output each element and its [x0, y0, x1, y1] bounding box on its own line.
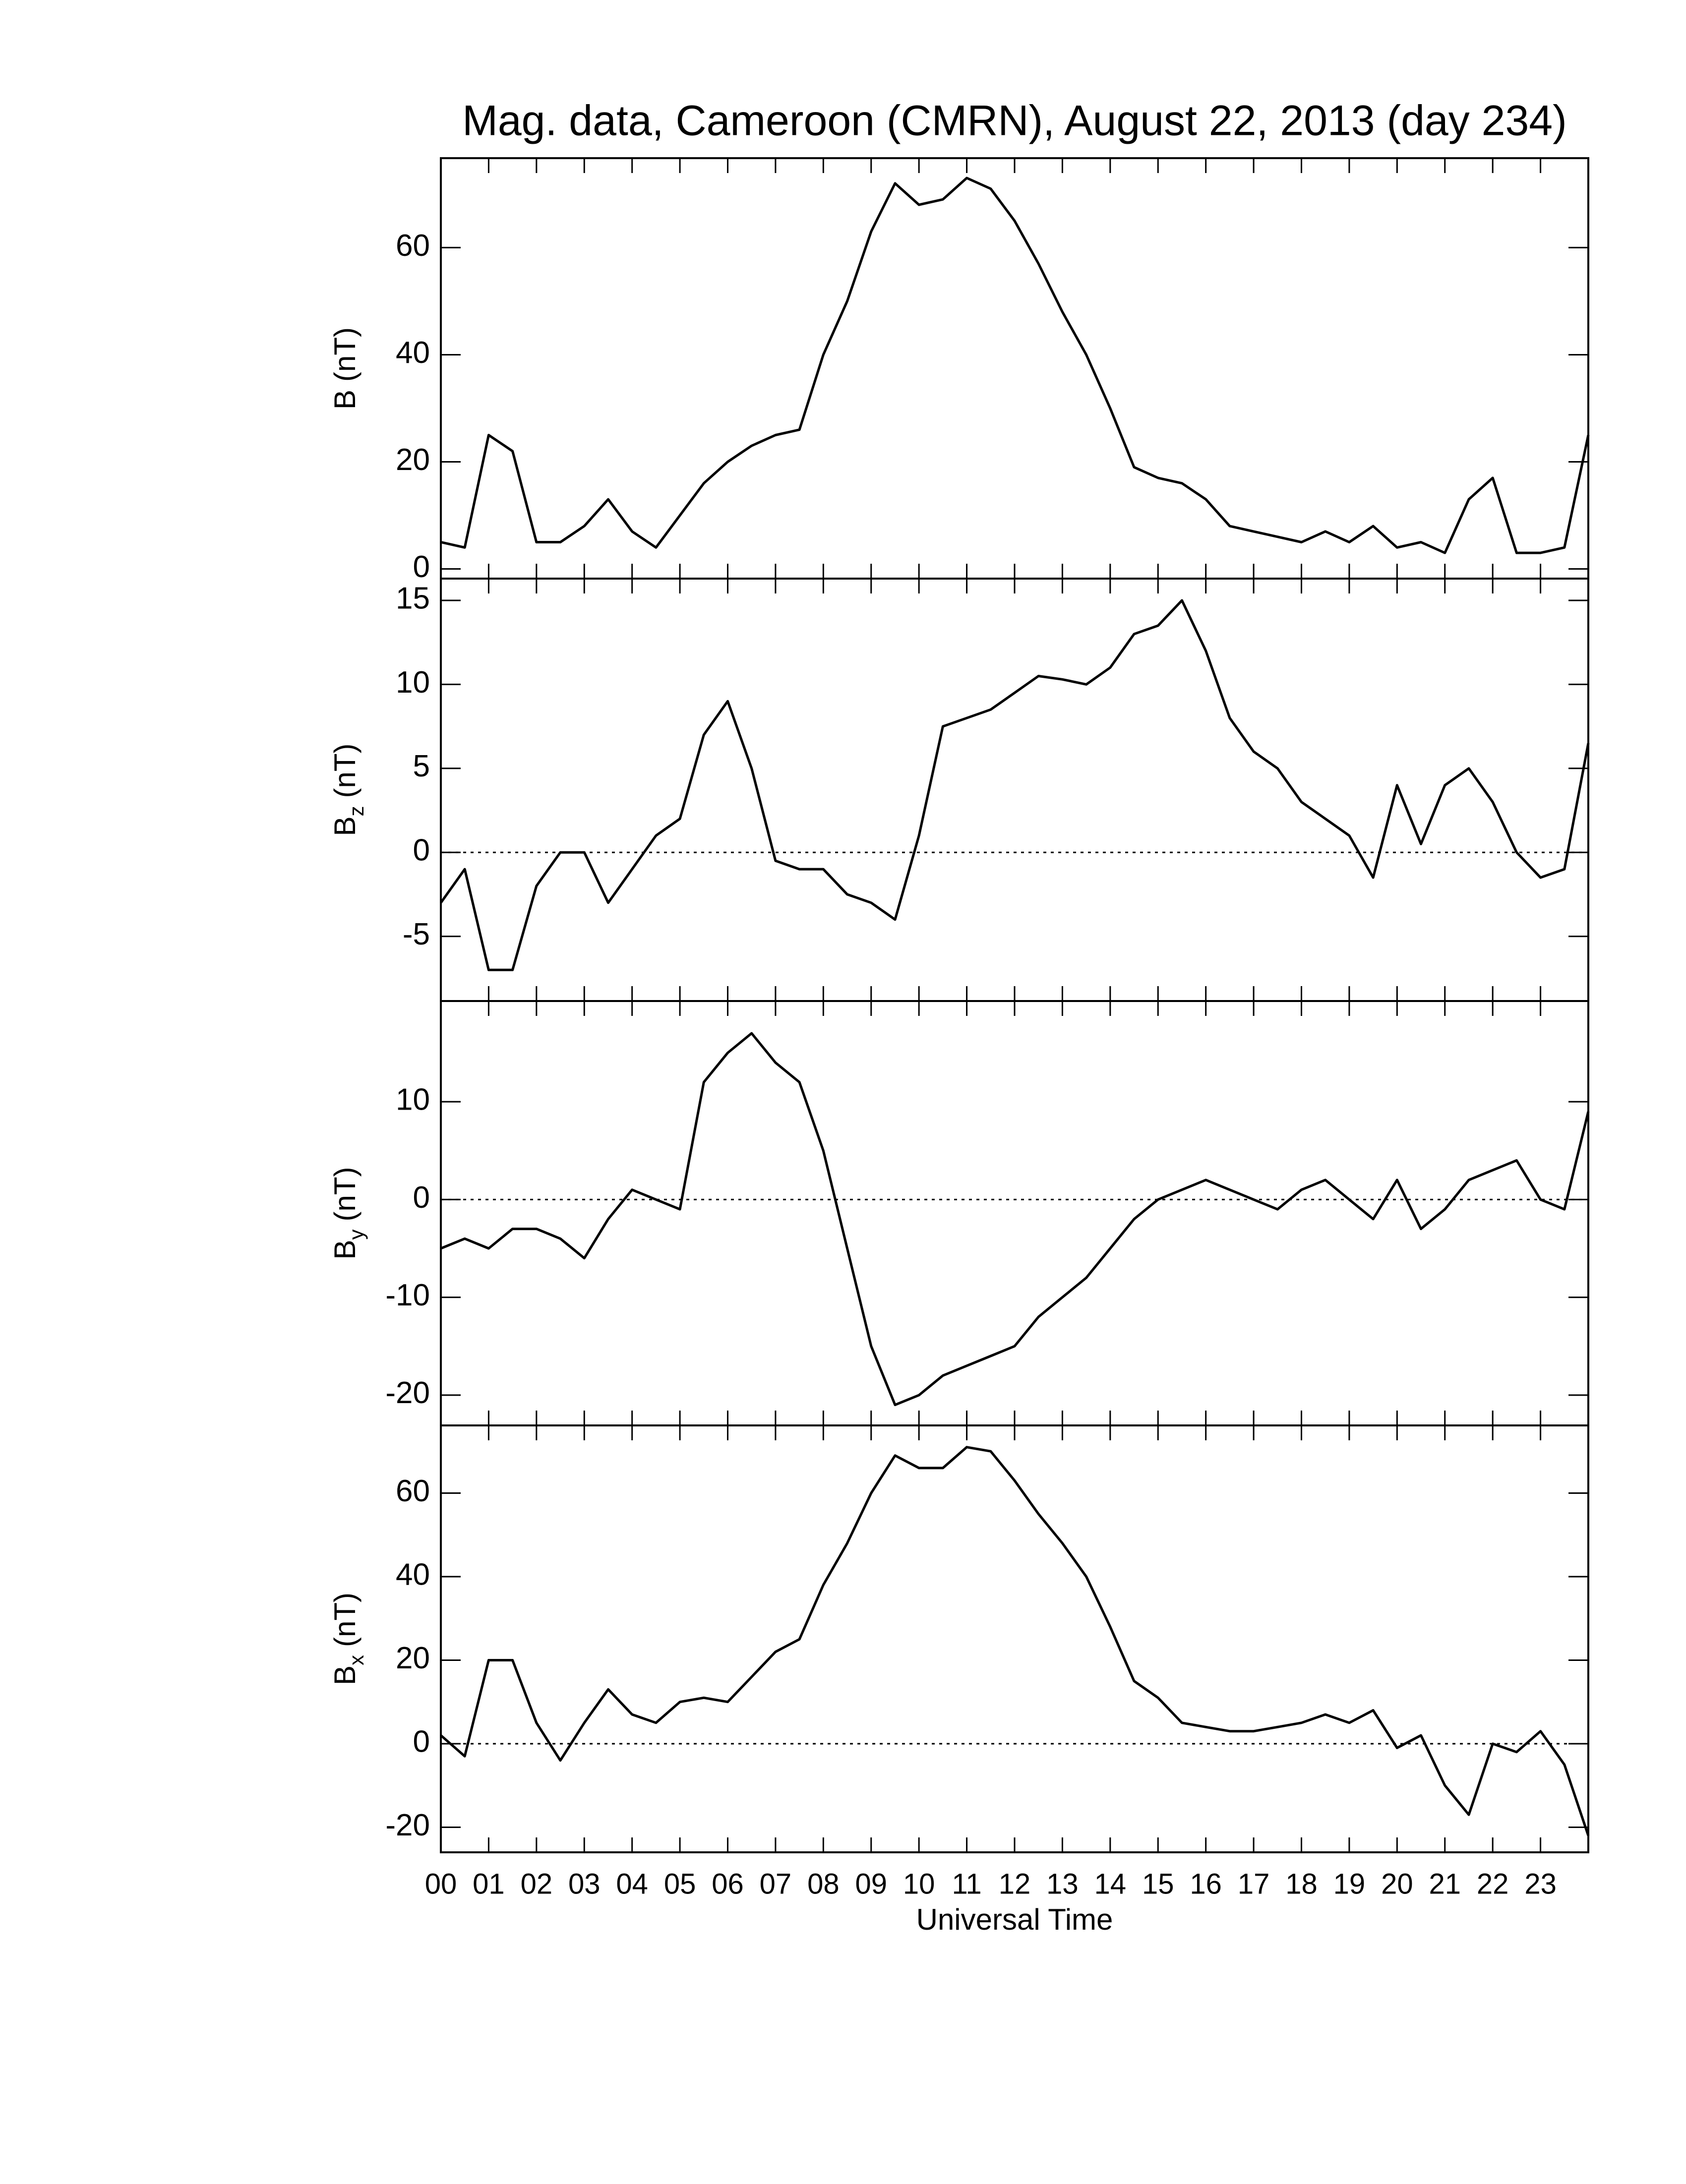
y-tick-label: 60 — [396, 229, 430, 263]
x-tick-label: 18 — [1285, 1868, 1318, 1900]
y-tick-label: 15 — [396, 581, 430, 615]
y-tick-label: 0 — [413, 833, 430, 868]
y-axis-label-sub: x — [345, 1655, 368, 1665]
data-line — [440, 1446, 1590, 1836]
y-axis-label-main: B — [328, 1665, 361, 1685]
x-tick-label: 13 — [1046, 1868, 1079, 1900]
y-axis-label-unit: (nT) — [328, 743, 361, 798]
y-tick-label: 20 — [396, 1641, 430, 1675]
y-axis-label: Bx (nT) — [328, 1593, 368, 1685]
x-tick-label: 01 — [473, 1868, 505, 1900]
x-tick-label: 05 — [664, 1868, 696, 1900]
x-tick-label: 02 — [521, 1868, 553, 1900]
x-tick-label: 23 — [1524, 1868, 1557, 1900]
x-tick-label: 07 — [760, 1868, 792, 1900]
x-tick-label: 03 — [568, 1868, 601, 1900]
y-axis-label-main: B — [328, 816, 361, 836]
y-axis-label-unit: (nT) — [328, 1167, 361, 1221]
y-tick-label: 10 — [396, 1083, 430, 1117]
y-tick-label: 0 — [413, 550, 430, 584]
x-tick-label: 00 — [425, 1868, 457, 1900]
x-tick-label: 04 — [616, 1868, 648, 1900]
data-line — [440, 177, 1590, 554]
y-tick-label: 60 — [396, 1474, 430, 1508]
x-tick-label: 17 — [1238, 1868, 1270, 1900]
x-tick-label: 16 — [1190, 1868, 1222, 1900]
y-tick-label: 0 — [413, 1724, 430, 1759]
y-axis-label-main: B — [328, 1240, 361, 1259]
y-axis-label-sub: y — [345, 1229, 368, 1240]
y-axis-label-main: B — [328, 390, 361, 410]
y-axis-label: By (nT) — [328, 1167, 368, 1259]
y-tick-label: -5 — [403, 917, 430, 951]
y-tick-label: 0 — [413, 1181, 430, 1215]
y-tick-label: 40 — [396, 336, 430, 370]
x-tick-label: 14 — [1094, 1868, 1127, 1900]
y-tick-label: 40 — [396, 1557, 430, 1592]
y-axis-label: B (nT) — [328, 327, 361, 410]
data-line — [439, 599, 1590, 971]
y-tick-label: -20 — [385, 1376, 430, 1410]
x-tick-label: 21 — [1429, 1868, 1461, 1900]
y-axis-label-unit: (nT) — [328, 1593, 361, 1647]
x-tick-label: 19 — [1333, 1868, 1366, 1900]
y-tick-label: 20 — [396, 443, 430, 477]
y-tick-label: -10 — [385, 1278, 430, 1312]
plot-frame — [440, 1424, 1589, 1853]
data-line — [440, 1032, 1590, 1407]
x-tick-label: 08 — [807, 1868, 840, 1900]
x-tick-label: 20 — [1381, 1868, 1413, 1900]
x-tick-label: 11 — [952, 1868, 981, 1900]
x-tick-label: 22 — [1477, 1868, 1509, 1900]
x-tick-label: 15 — [1142, 1868, 1174, 1900]
x-tick-label: 12 — [999, 1868, 1031, 1900]
x-tick-label: 09 — [855, 1868, 887, 1900]
y-axis-label-unit: (nT) — [328, 327, 361, 382]
y-tick-label: 5 — [413, 749, 430, 783]
chart-title: Mag. data, Cameroon (CMRN), August 22, 2… — [462, 97, 1567, 145]
x-axis-label: Universal Time — [916, 1903, 1113, 1936]
y-tick-label: 10 — [396, 665, 430, 700]
plot-frame — [440, 578, 1589, 1002]
x-tick-label: 10 — [903, 1868, 935, 1900]
x-tick-label: 06 — [712, 1868, 744, 1900]
y-tick-label: -20 — [385, 1808, 430, 1842]
y-axis-label: Bz (nT) — [328, 743, 368, 836]
y-axis-label-sub: z — [345, 806, 368, 816]
